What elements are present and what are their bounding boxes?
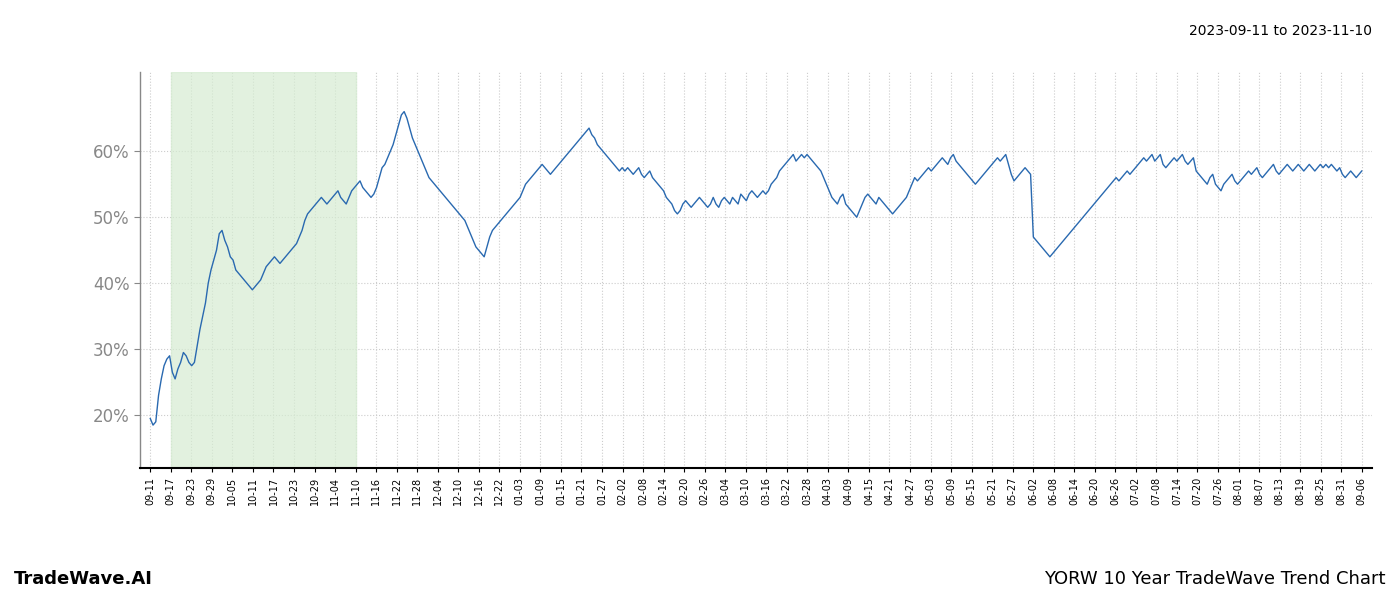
Text: 2023-09-11 to 2023-11-10: 2023-09-11 to 2023-11-10 (1189, 24, 1372, 38)
Text: TradeWave.AI: TradeWave.AI (14, 570, 153, 588)
Bar (171, 72, 356, 468)
Text: YORW 10 Year TradeWave Trend Chart: YORW 10 Year TradeWave Trend Chart (1044, 570, 1386, 588)
